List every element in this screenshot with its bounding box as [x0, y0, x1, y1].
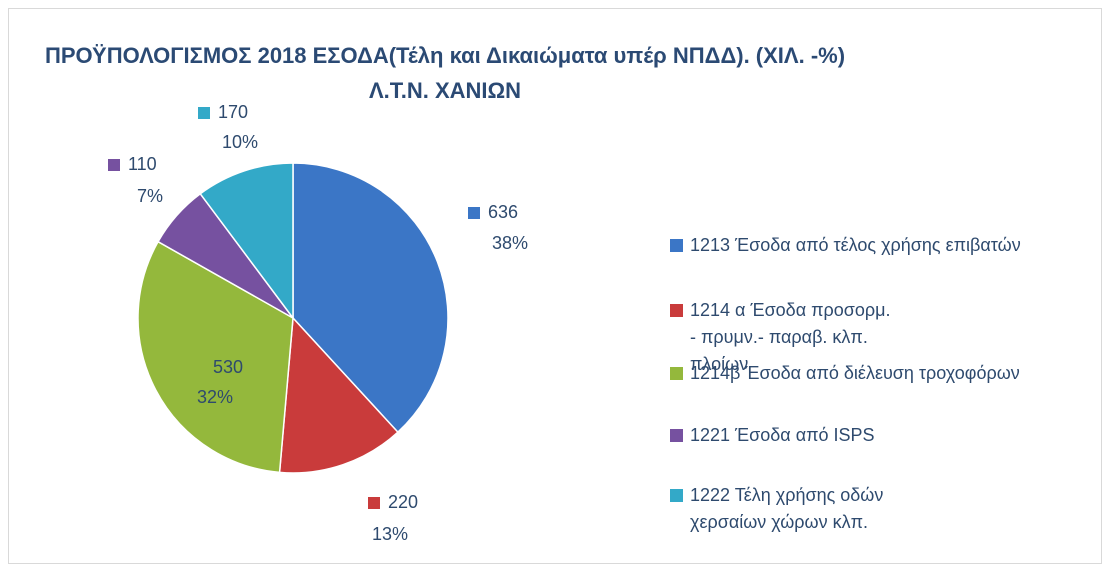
legend-item: 1214 α Έσοδα προσορμ. - πρυμν.- παραβ. κ…: [670, 297, 900, 378]
percent-label: 10%: [222, 132, 258, 152]
value-label: 110: [128, 154, 157, 174]
label-marker: [198, 107, 210, 119]
value-label: 170: [218, 102, 248, 122]
percent-label: 32%: [197, 387, 233, 407]
legend-item: 1213 Έσοδα από τέλος χρήσης επιβατών: [670, 232, 1110, 259]
legend-label: 1221 Έσοδα από ISPS: [690, 425, 875, 445]
legend-swatch: [670, 239, 683, 252]
label-marker: [368, 497, 380, 509]
legend-item: 1221 Έσοδα από ISPS: [670, 422, 1110, 449]
percent-label: 38%: [492, 233, 528, 253]
legend-swatch: [670, 489, 683, 502]
legend-label: 1213 Έσοδα από τέλος χρήσης επιβατών: [690, 235, 1021, 255]
legend-label: 1222 Τέλη χρήσης οδών χερσαίων χώρων κλπ…: [690, 485, 884, 532]
pie-slice: [137, 240, 294, 474]
value-label: 220: [388, 492, 418, 512]
pie-slice: [278, 316, 399, 474]
label-marker: [468, 207, 480, 219]
chart-frame: [8, 8, 1102, 564]
legend-swatch: [670, 367, 683, 380]
legend-item: 1214β Έσοδα από διέλευση τροχοφόρων: [670, 360, 1110, 387]
legend-label: 1214 α Έσοδα προσορμ. - πρυμν.- παραβ. κ…: [690, 300, 891, 374]
percent-label: 7%: [137, 186, 163, 206]
legend-swatch: [670, 304, 683, 317]
percent-label: 13%: [372, 524, 408, 544]
value-label: 636: [488, 202, 518, 222]
legend-item: 1222 Τέλη χρήσης οδών χερσαίων χώρων κλπ…: [670, 482, 900, 536]
value-label: 530: [213, 357, 243, 377]
legend-label: 1214β Έσοδα από διέλευση τροχοφόρων: [690, 363, 1020, 383]
label-marker: [193, 362, 205, 374]
pie-slice: [199, 162, 294, 321]
legend-swatch: [670, 429, 683, 442]
pie-slice: [292, 162, 449, 434]
chart-title: ΠΡΟΫΠΟΛΟΓΙΣΜΟΣ 2018 ΕΣΟΔΑ(Τέλη και Δικαι…: [44, 43, 846, 103]
label-marker: [108, 159, 120, 171]
